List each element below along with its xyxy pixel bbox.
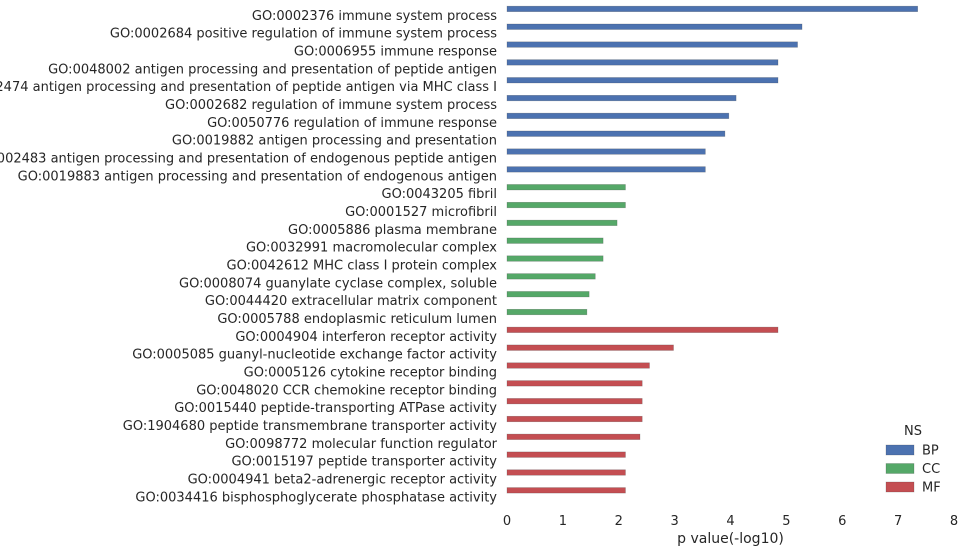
category-label: GO:0042612 MHC class I protein complex [227,259,498,274]
x-tick-label: 5 [782,514,790,529]
category-label: GO:0004904 interferon receptor activity [235,330,497,345]
category-label: GO:0004941 beta2-adrenergic receptor act… [188,472,498,487]
category-label: GO:0005085 guanyl-nucleotide exchange fa… [132,348,497,363]
category-label: GO:0032991 macromolecular complex [246,241,497,256]
category-label: GO:0002376 immune system process [252,9,497,24]
bar-bp [506,23,803,30]
legend-swatch-cc [885,463,915,474]
category-label: GO:0034416 bisphosphoglycerate phosphata… [135,490,497,505]
bar-mf [506,362,650,369]
bar-bp [506,41,798,48]
x-tick-label: 4 [726,514,734,529]
category-label: GO:0015440 peptide-transporting ATPase a… [174,401,497,416]
x-tick-label: 7 [894,514,902,529]
x-tick-label: 3 [670,514,678,529]
x-tick-label: 2 [615,514,623,529]
category-label: GO:0015197 peptide transporter activity [231,455,497,470]
bar-mf [506,487,626,494]
category-label: GO:0019882 antigen processing and presen… [172,134,497,149]
legend-swatch-bp [885,444,915,456]
x-tick-label: 8 [950,514,958,529]
category-label: GO:0044420 extracellular matrix componen… [205,294,497,309]
x-tick-label: 1 [559,514,567,529]
category-label: GO:0005886 plasma membrane [288,223,497,238]
bar-mf [506,398,643,405]
bar-mf [506,451,626,458]
x-axis-title: p value(-log10) [677,531,784,547]
bar-mf [506,344,674,351]
category-label: GO:0005788 endoplasmic reticulum lumen [217,312,497,327]
category-label: GO:0002682 regulation of immune system p… [165,98,497,113]
x-axis-ticks: 0 1 2 3 4 5 6 7 8 [503,514,958,529]
bar-bp [506,130,726,137]
category-label: GO:0043205 fibril [382,187,498,202]
category-label: GO:0002474 antigen processing and presen… [0,80,497,95]
bar-cc [506,255,604,262]
bar-cc [506,308,588,316]
bar-cc [506,273,596,280]
category-labels: GO:0002376 immune system process GO:00026… [0,9,498,505]
legend-label-bp: BP [922,444,939,459]
category-label: GO:0098772 molecular function regulator [225,437,498,452]
bar-mf [506,380,643,387]
x-tick-label: 0 [503,514,511,529]
bar-cc [506,201,626,209]
bar-mf [506,433,641,440]
x-tick-label: 6 [838,514,846,529]
category-label: GO:1904680 peptide transmembrane transpo… [123,419,498,434]
bar-bp [506,112,730,119]
category-label: GO:0019883 antigen processing and presen… [18,169,497,184]
category-label: GO:0006955 immune response [294,45,497,60]
bar-cc [506,184,626,191]
legend-label-mf: MF [922,481,941,496]
bar-bp [506,166,706,173]
bar-bp [506,5,918,12]
bar-cc [506,237,604,244]
category-label: GO:0001527 microfibril [345,205,497,220]
bar-cc [506,291,590,298]
bars-group [506,5,918,494]
legend-swatch-mf [885,481,915,493]
category-label: GO:0050776 regulation of immune response [207,116,497,131]
bar-bp [506,148,706,155]
bar-mf [506,415,643,423]
bar-bp [506,77,779,84]
bar-mf [506,469,626,476]
legend: NS BP CC MF [885,424,941,496]
bar-bp [506,95,737,102]
category-label: GO:0005126 cytokine receptor binding [244,366,497,381]
category-label: GO:0002684 positive regulation of immune… [110,27,497,42]
category-label: GO:0008074 guanylate cyclase complex, so… [179,276,497,291]
legend-label-cc: CC [922,462,940,477]
bar-mf [506,326,779,333]
bar-bp [506,59,779,66]
category-label: GO:0048002 antigen processing and presen… [48,62,497,77]
category-label: GO:0002483 antigen processing and presen… [0,152,497,167]
legend-title: NS [904,424,922,439]
bar-cc [506,219,618,226]
category-label: GO:0048020 CCR chemokine receptor bindin… [196,383,497,398]
